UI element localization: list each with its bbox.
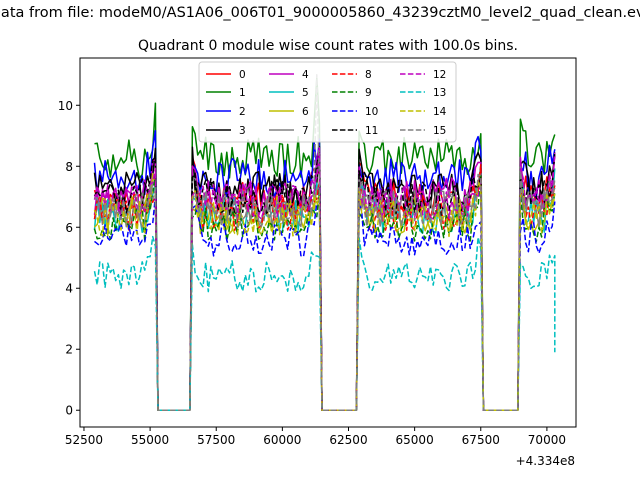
series-line-12 <box>93 152 556 411</box>
legend-label-9: 9 <box>365 87 372 99</box>
series-line-7 <box>93 164 556 411</box>
y-tick-label: 10 <box>58 99 73 113</box>
plot-frame <box>79 57 577 428</box>
y-tick-label: 8 <box>65 160 73 174</box>
series-line-10 <box>94 194 556 411</box>
series-line-9 <box>93 173 556 411</box>
x-tick-label: 65000 <box>396 433 434 447</box>
x-offset-label: +4.334e8 <box>516 454 575 468</box>
y-tick-label: 6 <box>65 221 73 235</box>
legend-label-14: 14 <box>433 106 447 118</box>
series-line-5 <box>93 168 556 411</box>
series-line-2 <box>93 129 556 411</box>
series-line-4 <box>93 147 556 411</box>
x-tick-label: 60000 <box>263 433 301 447</box>
figure-suptitle: Data from file: modeM0/AS1A06_006T01_900… <box>0 5 640 21</box>
legend-label-2: 2 <box>239 106 246 118</box>
legend-label-1: 1 <box>239 87 246 99</box>
x-tick-label: 70000 <box>528 433 566 447</box>
series-line-8 <box>93 164 556 411</box>
legend-label-8: 8 <box>365 69 372 81</box>
legend-label-12: 12 <box>433 69 446 81</box>
legend-label-7: 7 <box>302 125 309 137</box>
x-tick-label: 67500 <box>462 433 500 447</box>
legend-label-10: 10 <box>365 106 378 118</box>
legend-label-13: 13 <box>433 87 446 99</box>
series-line-13 <box>93 235 556 411</box>
series-line-6 <box>93 172 556 411</box>
series-line-15 <box>94 74 556 411</box>
series-line-11 <box>93 151 556 411</box>
legend-label-3: 3 <box>239 125 246 137</box>
x-tick-label: 55000 <box>131 433 169 447</box>
chart-title: Quadrant 0 module wise count rates with … <box>138 38 518 54</box>
legend-label-5: 5 <box>302 87 309 99</box>
y-tick-label: 2 <box>65 343 73 357</box>
series-line-14 <box>93 179 556 411</box>
legend-label-6: 6 <box>302 106 309 118</box>
x-tick-label: 52500 <box>65 433 103 447</box>
legend-label-15: 15 <box>433 125 446 137</box>
x-tick-label: 62500 <box>329 433 367 447</box>
y-tick-label: 0 <box>65 404 73 418</box>
legend-label-4: 4 <box>302 69 309 81</box>
legend-label-0: 0 <box>239 69 246 81</box>
series-line-3 <box>93 145 556 411</box>
y-tick-label: 4 <box>65 282 73 296</box>
axis-ticks: 52500 55000 57500 60000 62500 65000 67500 70000… <box>58 99 566 447</box>
legend-label-11: 11 <box>365 125 378 137</box>
legend-frame <box>198 61 457 143</box>
x-tick-label: 57500 <box>197 433 235 447</box>
series-line-0 <box>93 156 556 411</box>
plot-lines <box>93 74 556 411</box>
